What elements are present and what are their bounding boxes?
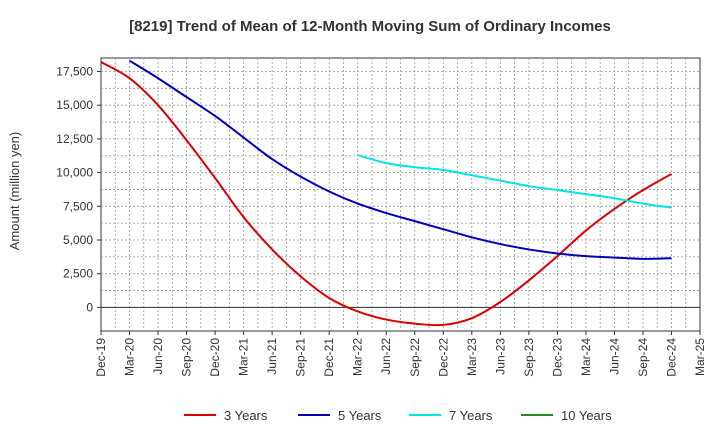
series-line-5-years [129, 59, 672, 260]
legend-label: 10 Years [561, 408, 612, 423]
x-tick-label: Mar-21 [237, 338, 251, 376]
x-tick-label: Jun-24 [607, 338, 621, 375]
legend-label: 7 Years [449, 408, 493, 423]
y-tick-label: 2,500 [63, 267, 93, 281]
series-line-3-years [100, 61, 672, 327]
x-tick-label: Sep-24 [636, 338, 650, 377]
x-tick-label: Sep-22 [408, 338, 422, 377]
x-axis-ticks: Dec-19 Mar-20 Jun-20 Sep-20 Dec-20 Mar-21 Jun-… [94, 331, 707, 377]
y-axis-label: Amount (million yen) [7, 132, 22, 251]
y-tick-label: 15,000 [56, 98, 93, 112]
x-tick-label: Dec-21 [322, 338, 336, 377]
y-tick-label: 17,500 [56, 64, 93, 78]
x-tick-label: Sep-23 [522, 338, 536, 377]
x-tick-label: Dec-22 [436, 338, 450, 377]
y-tick-label: 7,500 [63, 199, 93, 213]
legend-label: 5 Years [338, 408, 382, 423]
x-tick-label: Jun-22 [379, 338, 393, 375]
x-tick-label: Mar-23 [465, 338, 479, 376]
grid [101, 58, 700, 331]
x-tick-label: Dec-19 [94, 338, 108, 377]
legend: 3 Years 5 Years 7 Years 10 Years [184, 408, 612, 423]
x-tick-label: Dec-23 [550, 338, 564, 377]
x-tick-label: Jun-23 [493, 338, 507, 375]
x-tick-label: Jun-21 [265, 338, 279, 375]
x-tick-label: Mar-22 [351, 338, 365, 376]
x-tick-label: Mar-24 [579, 338, 593, 376]
y-axis-ticks: 0 2,500 5,000 7,500 10,000 12,500 15,000 17,500 [56, 64, 101, 314]
x-tick-label: Sep-21 [294, 338, 308, 377]
chart-title: [8219] Trend of Mean of 12-Month Moving … [129, 18, 611, 35]
y-tick-label: 5,000 [63, 233, 93, 247]
y-tick-label: 10,000 [56, 166, 93, 180]
legend-label: 3 Years [224, 408, 268, 423]
x-tick-label: Jun-20 [151, 338, 165, 375]
y-tick-label: 0 [86, 300, 93, 314]
x-tick-label: Dec-20 [208, 338, 222, 377]
x-tick-label: Mar-25 [693, 338, 707, 376]
x-tick-label: Mar-20 [123, 338, 137, 376]
series-layer [100, 59, 672, 327]
x-tick-label: Dec-24 [664, 338, 678, 377]
y-tick-label: 12,500 [56, 132, 93, 146]
x-tick-label: Sep-20 [180, 338, 194, 377]
series-line-7-years [357, 154, 672, 209]
